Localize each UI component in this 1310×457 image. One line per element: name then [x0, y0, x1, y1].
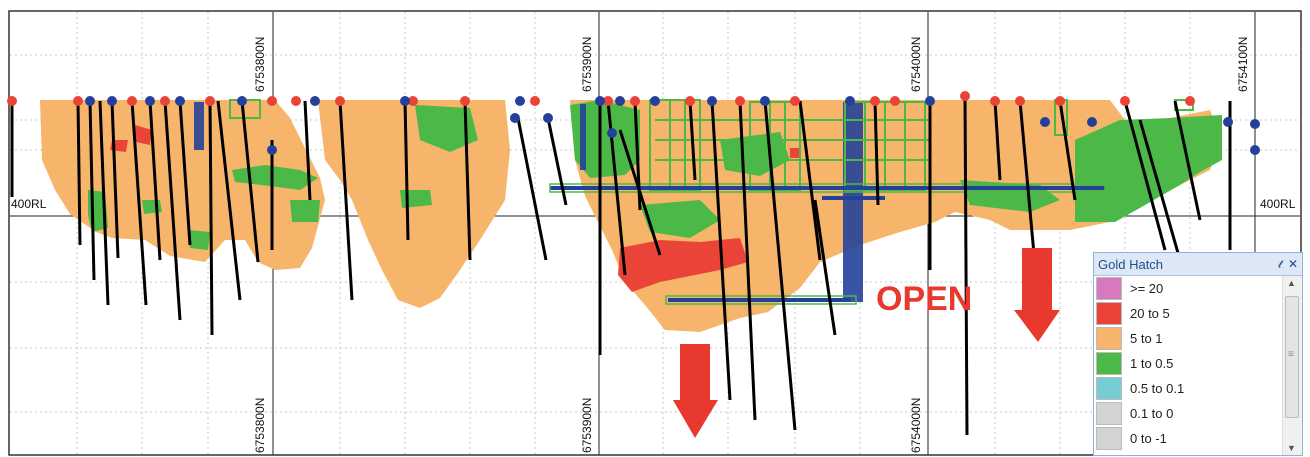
stope-wireframes [229, 99, 1194, 191]
northing-label-top: 6753900N [580, 36, 594, 92]
legend-swatch [1096, 352, 1122, 375]
rl-label-right: 400RL [1259, 197, 1297, 211]
drillhole-traces [10, 95, 1232, 436]
grip-icon: ≡ [1288, 349, 1294, 360]
legend-item[interactable]: 0 to -1 [1094, 426, 1282, 451]
legend-swatch [1096, 327, 1122, 350]
gold-hatch-legend-panel[interactable]: Gold Hatch 𝓉 ✕ >= 20 20 to 5 5 to 1 1 to… [1093, 252, 1303, 456]
open-annotation: OPEN [876, 280, 973, 318]
legend-item[interactable]: 5 to 1 [1094, 326, 1282, 351]
scroll-up-icon[interactable]: ▲ [1287, 278, 1296, 288]
legend-item[interactable]: >= 20 [1094, 276, 1282, 301]
legend-item[interactable]: 0.1 to 0 [1094, 401, 1282, 426]
legend-swatch [1096, 427, 1122, 450]
collar-markers-red [7, 91, 1195, 106]
scroll-down-icon[interactable]: ▼ [1287, 443, 1296, 453]
rl-label-left: 400RL [10, 197, 48, 211]
legend-item[interactable]: 0.5 to 0.1 [1094, 376, 1282, 401]
legend-item[interactable]: 1 to 0.5 [1094, 351, 1282, 376]
legend-title: Gold Hatch [1098, 256, 1164, 272]
legend-swatch [1096, 402, 1122, 425]
legend-title-bar[interactable]: Gold Hatch 𝓉 ✕ [1094, 253, 1302, 276]
northing-label-bottom: 6753900N [580, 397, 594, 453]
northing-label-bottom: 6753800N [253, 397, 267, 453]
legend-label: 5 to 1 [1130, 331, 1163, 346]
legend-swatch [1096, 377, 1122, 400]
orebody-1to05 [88, 100, 1222, 250]
northing-label-top: 6753800N [253, 36, 267, 92]
scroll-thumb[interactable]: ≡ [1285, 296, 1299, 418]
northing-label-bottom: 6754000N [909, 397, 923, 453]
down-arrow-icon-2 [1014, 248, 1060, 342]
close-icon[interactable]: ✕ [1287, 256, 1298, 271]
orebody-20to5 [110, 125, 800, 292]
legend-label: >= 20 [1130, 281, 1164, 296]
legend-swatch [1096, 302, 1122, 325]
northing-label-top: 6754100N [1236, 36, 1250, 92]
development-drives [550, 186, 1105, 302]
collar-markers-blue [85, 96, 1260, 155]
legend-scrollbar[interactable]: ▲ ≡ ▼ [1282, 276, 1302, 455]
down-arrow-icon [673, 344, 718, 438]
blue-infill [194, 102, 863, 302]
northing-label-top: 6754000N [909, 36, 923, 92]
legend-label: 0.5 to 0.1 [1130, 381, 1185, 396]
legend-label: 1 to 0.5 [1130, 356, 1174, 371]
legend-label: 0.1 to 0 [1130, 406, 1174, 421]
legend-list: >= 20 20 to 5 5 to 1 1 to 0.5 0.5 to 0.1… [1094, 276, 1282, 455]
legend-label: 20 to 5 [1130, 306, 1170, 321]
legend-item[interactable]: 20 to 5 [1094, 301, 1282, 326]
legend-swatch [1096, 277, 1122, 300]
legend-label: 0 to -1 [1130, 431, 1167, 446]
pin-icon[interactable]: 𝓉 [1277, 256, 1282, 271]
